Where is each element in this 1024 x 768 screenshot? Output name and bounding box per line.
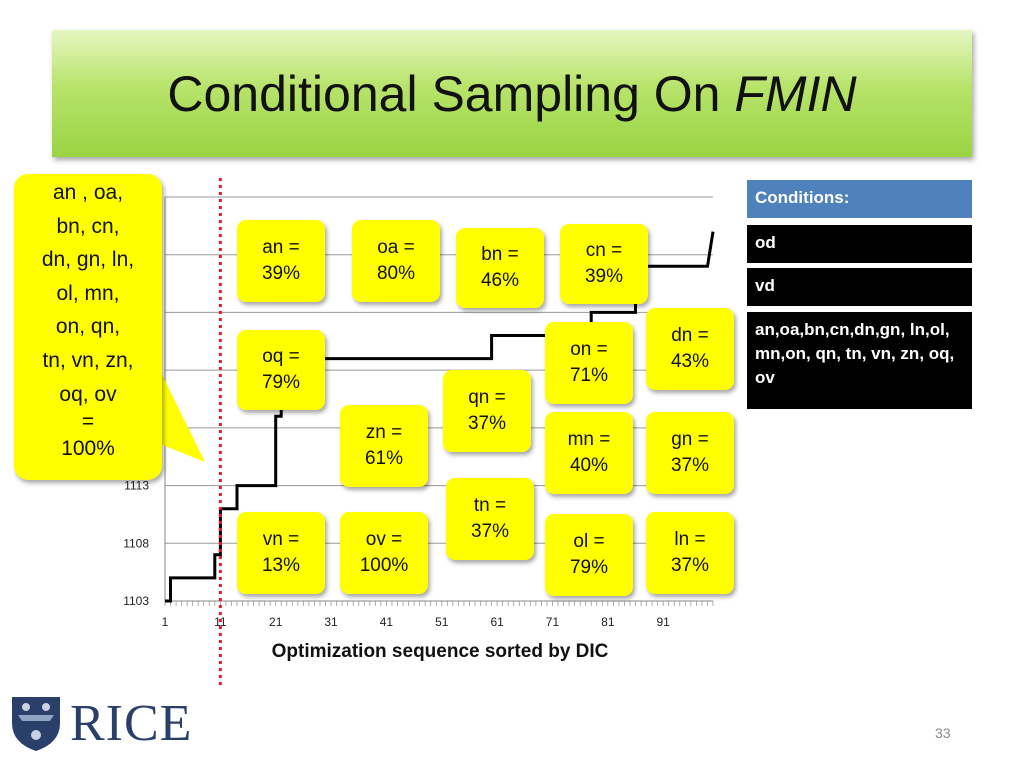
callout-line: oq, ov	[59, 382, 117, 406]
condition-vd: vd	[747, 268, 972, 306]
title-main: Conditional Sampling On	[167, 65, 735, 122]
conditions-header: Conditions:	[747, 180, 972, 218]
x-tick-label: 71	[546, 615, 560, 629]
bubble-oa: oa = 80%	[352, 220, 440, 302]
x-axis-title: Optimization sequence sorted by DIC	[271, 641, 609, 662]
title-bar: Conditional Sampling On FMIN	[52, 30, 972, 157]
callout-line: =	[81, 410, 95, 434]
page-number: 33	[935, 725, 951, 741]
x-tick-label: 61	[490, 615, 504, 629]
bubble-on: on = 71%	[545, 322, 633, 404]
x-tick-label: 21	[269, 615, 283, 629]
rice-logo: RICE	[8, 693, 192, 753]
x-tick-label: 31	[324, 615, 338, 629]
x-tick-label: 1	[162, 615, 169, 629]
bubble-an: an = 39%	[237, 220, 325, 302]
bubble-ol: ol = 79%	[545, 514, 633, 596]
bubble-mn: mn = 40%	[545, 412, 633, 494]
y-tick-label: 1103	[123, 594, 149, 608]
callout-line: bn, cn,	[56, 214, 120, 238]
logo-text: RICE	[70, 694, 193, 752]
callout-line: an , oa,	[52, 181, 124, 204]
dic-step-line	[165, 231, 715, 603]
bubble-qn: qn = 37%	[443, 370, 531, 452]
bubble-zn: zn = 61%	[340, 405, 428, 487]
x-tick-label: 51	[435, 615, 449, 629]
bubble-ov: ov = 100%	[340, 512, 428, 594]
condition-param-list: an,oa,bn,cn,dn,gn, ln,ol, mn,on, qn, tn,…	[747, 312, 972, 409]
callout-line: tn, vn, zn,	[42, 348, 134, 372]
bubble-ln: ln = 37%	[646, 512, 734, 594]
all-params-callout: an , oa, bn, cn, dn, gn, ln, ol, mn, on,…	[14, 174, 162, 480]
x-tick-label: 41	[380, 615, 394, 629]
bubble-oq: oq = 79%	[237, 330, 325, 410]
condition-od: od	[747, 225, 972, 263]
bubble-vn: vn = 13%	[237, 512, 325, 594]
y-tick-label: 1113	[124, 479, 149, 493]
callout-line: on, qn,	[55, 315, 121, 339]
y-tick-label: 1108	[123, 536, 149, 550]
callout-line: dn, gn, ln,	[41, 248, 135, 272]
bubble-bn: bn = 46%	[456, 228, 544, 308]
title-italic: FMIN	[734, 65, 857, 122]
bubble-tn: tn = 37%	[446, 478, 534, 560]
x-tick-label: 81	[601, 615, 615, 629]
bubble-gn: gn = 37%	[646, 412, 734, 494]
callout-line: 100%	[61, 437, 115, 461]
bubble-dn: dn = 43%	[646, 308, 734, 390]
rice-shield-icon	[12, 697, 60, 751]
x-tick-label: 91	[657, 615, 671, 629]
slide-title: Conditional Sampling On FMIN	[167, 65, 856, 123]
bubble-cn: cn = 39%	[560, 224, 648, 304]
callout-line: ol, mn,	[56, 281, 120, 305]
